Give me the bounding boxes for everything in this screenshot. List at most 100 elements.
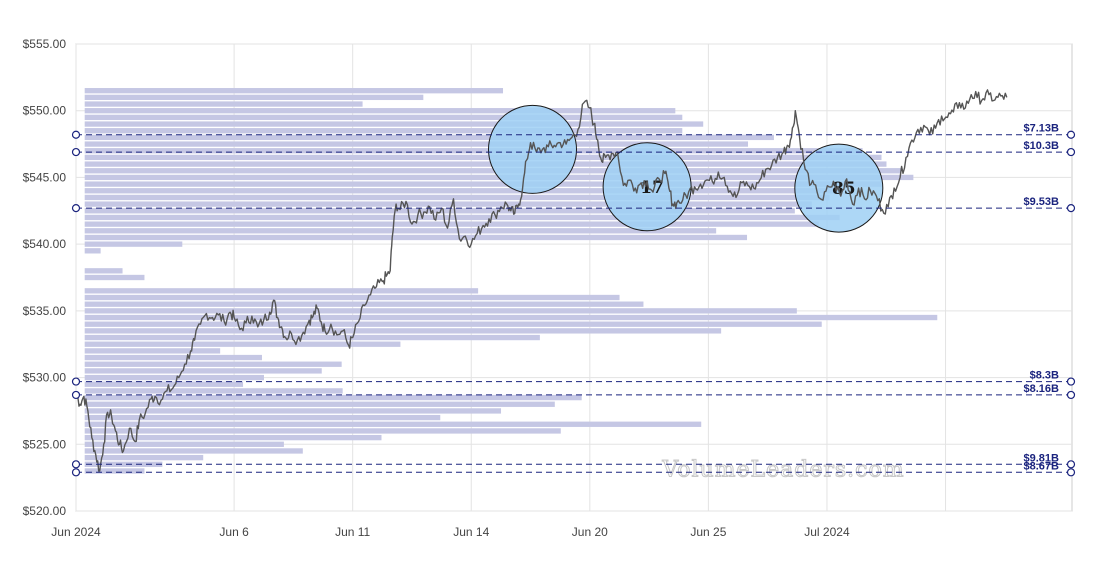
grid-lines (75, 43, 1073, 512)
volume-band (84, 274, 145, 281)
volume-band (84, 354, 262, 361)
volume-band (84, 368, 322, 374)
level-marker-right (1066, 377, 1076, 386)
volume-band (84, 288, 479, 294)
volume-band (84, 454, 204, 461)
volume-band (84, 388, 343, 394)
volume-band (84, 161, 887, 167)
level-marker-right (1066, 130, 1076, 139)
volume-band (84, 88, 504, 94)
level-marker-left (71, 377, 81, 386)
volume-band (84, 188, 842, 194)
volume-band (84, 341, 401, 347)
level-marker-right (1066, 147, 1076, 157)
y-tick-label: $535.00 (23, 304, 67, 318)
volume-band (84, 374, 264, 381)
volume-band (84, 401, 555, 407)
y-tick-label: $520.00 (23, 504, 67, 518)
y-tick-label: $525.00 (23, 437, 67, 451)
volume-band (84, 121, 704, 127)
level-label: $8.3B (1030, 370, 1059, 382)
volume-band (84, 94, 424, 101)
volume-band (84, 114, 683, 121)
level-marker-left (71, 390, 81, 400)
level-label: $10.3B (1024, 140, 1060, 152)
watermark-layer: VolumeLeaders.com (661, 457, 904, 483)
volume-band (84, 314, 938, 321)
volume-band (84, 221, 819, 227)
volume-band (84, 428, 561, 434)
volume-band (84, 361, 342, 367)
watermark-text: VolumeLeaders.com (661, 457, 904, 482)
x-tick-label: Jun 6 (219, 525, 249, 539)
volume-band (84, 468, 145, 474)
volume-band (84, 148, 863, 154)
volume-band (84, 308, 797, 314)
y-tick-label: $530.00 (23, 371, 67, 385)
y-tick-label: $555.00 (23, 37, 67, 51)
level-marker-right (1066, 460, 1076, 469)
x-tick-label: Jun 20 (572, 525, 608, 539)
level-marker-left (71, 147, 81, 157)
volume-band (84, 334, 540, 341)
volume-band (84, 421, 702, 427)
axes: $520.00 $525.00 $530.00 $535.00 $540.00 $545.… (23, 37, 850, 539)
volume-band (84, 194, 830, 201)
volume-band (84, 141, 749, 147)
volume-band (84, 181, 882, 187)
level-marker-right (1066, 390, 1076, 400)
volume-band (84, 461, 163, 467)
volume-band (84, 441, 284, 447)
volume-band (84, 448, 303, 454)
x-tick-label: Jun 14 (453, 525, 489, 539)
volume-band (84, 381, 244, 387)
level-marker-left (71, 204, 81, 213)
volume-band (84, 128, 683, 134)
y-tick-label: $550.00 (23, 104, 67, 118)
level-label: $8.16B (1024, 383, 1060, 395)
volume-band (84, 248, 101, 254)
volume-band (84, 294, 620, 301)
volume-band (84, 234, 748, 241)
volume-band (84, 268, 123, 274)
x-tick-label: Jun 25 (690, 525, 726, 539)
y-tick-label: $540.00 (23, 237, 67, 251)
volume-band (84, 328, 722, 334)
x-tick-label: Jul 2024 (804, 525, 850, 539)
volume-band (84, 168, 902, 174)
volume-band (84, 208, 795, 214)
price-series (75, 89, 1008, 472)
level-label: $8.67B (1024, 460, 1060, 472)
volume-band (84, 201, 812, 207)
level-label: $7.13B (1024, 123, 1060, 135)
volume-band (84, 101, 363, 107)
volume-profile (84, 88, 938, 474)
level-marker-right (1066, 468, 1076, 477)
level-marker-right (1066, 204, 1076, 213)
volume-band (84, 394, 582, 401)
level-marker-left (71, 468, 81, 477)
volume-band (84, 154, 882, 161)
volume-band (84, 301, 644, 307)
x-tick-label: Jun 2024 (51, 525, 101, 539)
level-label: $9.81B (1024, 452, 1060, 464)
volume-band (84, 134, 774, 141)
volume-band (84, 321, 822, 327)
volume-band (84, 408, 502, 414)
volume-band (84, 214, 840, 221)
x-tick-label: Jun 11 (335, 525, 370, 539)
level-marker-left (71, 130, 81, 139)
volume-band (84, 108, 676, 114)
volume-band (84, 414, 441, 421)
price-line (75, 89, 1008, 472)
volume-band (84, 348, 221, 354)
plot-frame (75, 43, 1073, 512)
level-label: $9.53B (1024, 196, 1060, 208)
level-lines: $7.13B $10.3B $9.53B $8.3B$8.16B $9.81B$8.67… (71, 123, 1076, 477)
volume-band (84, 228, 717, 234)
volume-band (84, 241, 183, 247)
level-marker-left (71, 460, 81, 469)
volume-band (84, 434, 382, 441)
